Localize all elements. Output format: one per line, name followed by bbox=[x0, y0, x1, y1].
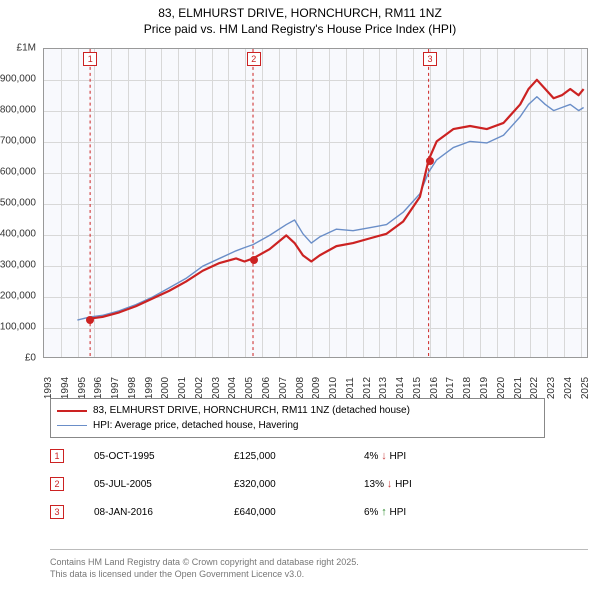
sale-row: 3 08-JAN-2016£640,0006% ↑ HPI bbox=[50, 498, 545, 526]
title-line-2: Price paid vs. HM Land Registry's House … bbox=[0, 22, 600, 38]
series-property bbox=[90, 80, 583, 319]
x-tick-label: 1999 bbox=[144, 377, 155, 399]
x-tick-label: 2018 bbox=[462, 377, 473, 399]
x-tick-label: 2003 bbox=[211, 377, 222, 399]
footer-line-1: Contains HM Land Registry data © Crown c… bbox=[50, 556, 588, 568]
x-tick-label: 2005 bbox=[244, 377, 255, 399]
y-tick-label: £1M bbox=[17, 43, 36, 54]
x-tick-label: 1998 bbox=[127, 377, 138, 399]
y-tick-label: £200,000 bbox=[0, 291, 36, 302]
title-block: 83, ELMHURST DRIVE, HORNCHURCH, RM11 1NZ… bbox=[0, 0, 600, 37]
x-tick-label: 2000 bbox=[160, 377, 171, 399]
sale-badge: 3 bbox=[50, 505, 64, 519]
x-tick-label: 2013 bbox=[378, 377, 389, 399]
sale-point-dot bbox=[426, 157, 434, 165]
x-tick-label: 1996 bbox=[93, 377, 104, 399]
x-tick-label: 2019 bbox=[479, 377, 490, 399]
sale-point-dot bbox=[86, 316, 94, 324]
x-tick-label: 2015 bbox=[412, 377, 423, 399]
x-tick-label: 2020 bbox=[496, 377, 507, 399]
legend-label: HPI: Average price, detached house, Have… bbox=[93, 418, 299, 433]
y-tick-label: £400,000 bbox=[0, 229, 36, 240]
sale-marker-badge: 2 bbox=[247, 52, 261, 66]
sale-marker-badge: 1 bbox=[83, 52, 97, 66]
x-tick-label: 1995 bbox=[77, 377, 88, 399]
x-tick-label: 2009 bbox=[311, 377, 322, 399]
x-tick-label: 2014 bbox=[395, 377, 406, 399]
x-tick-label: 2016 bbox=[429, 377, 440, 399]
y-axis: £0£100,000£200,000£300,000£400,000£500,0… bbox=[0, 48, 40, 358]
plot-area: 1 2 3 bbox=[43, 48, 588, 358]
x-tick-label: 2010 bbox=[328, 377, 339, 399]
x-tick-label: 2007 bbox=[278, 377, 289, 399]
sale-point-dot bbox=[250, 256, 258, 264]
y-tick-label: £0 bbox=[25, 353, 36, 364]
x-tick-label: 2011 bbox=[345, 377, 356, 399]
x-tick-label: 2025 bbox=[580, 377, 591, 399]
series-svg bbox=[44, 49, 587, 357]
title-line-1: 83, ELMHURST DRIVE, HORNCHURCH, RM11 1NZ bbox=[0, 6, 600, 22]
sale-price: £125,000 bbox=[234, 451, 364, 462]
sale-row: 1 05-OCT-1995£125,0004% ↓ HPI bbox=[50, 442, 545, 470]
y-tick-label: £300,000 bbox=[0, 260, 36, 271]
sale-diff: 13% ↓ HPI bbox=[364, 478, 464, 490]
x-tick-label: 2012 bbox=[362, 377, 373, 399]
sale-price: £320,000 bbox=[234, 479, 364, 490]
y-tick-label: £700,000 bbox=[0, 136, 36, 147]
sale-diff: 4% ↓ HPI bbox=[364, 450, 464, 462]
x-tick-label: 2008 bbox=[295, 377, 306, 399]
y-tick-label: £800,000 bbox=[0, 105, 36, 116]
x-tick-label: 2004 bbox=[227, 377, 238, 399]
footer: Contains HM Land Registry data © Crown c… bbox=[50, 549, 588, 580]
sale-marker-badge: 3 bbox=[423, 52, 437, 66]
x-tick-label: 2002 bbox=[194, 377, 205, 399]
y-tick-label: £600,000 bbox=[0, 167, 36, 178]
x-tick-label: 2021 bbox=[513, 377, 524, 399]
sale-date: 08-JAN-2016 bbox=[94, 507, 234, 518]
x-tick-label: 2017 bbox=[445, 377, 456, 399]
y-tick-label: £100,000 bbox=[0, 322, 36, 333]
sale-badge: 2 bbox=[50, 477, 64, 491]
x-tick-label: 1993 bbox=[43, 377, 54, 399]
sale-date: 05-JUL-2005 bbox=[94, 479, 234, 490]
x-axis: 1993 1994 1995 1996 1997 1998 1999 2000 2001 2002… bbox=[43, 360, 588, 400]
x-tick-label: 2001 bbox=[177, 377, 188, 399]
x-tick-label: 2023 bbox=[546, 377, 557, 399]
x-tick-label: 2006 bbox=[261, 377, 272, 399]
sale-price: £640,000 bbox=[234, 507, 364, 518]
y-tick-label: £900,000 bbox=[0, 74, 36, 85]
x-tick-label: 1997 bbox=[110, 377, 121, 399]
sale-date: 05-OCT-1995 bbox=[94, 451, 234, 462]
legend-label: 83, ELMHURST DRIVE, HORNCHURCH, RM11 1NZ… bbox=[93, 403, 410, 418]
x-tick-label: 2022 bbox=[529, 377, 540, 399]
x-tick-label: 1994 bbox=[60, 377, 71, 399]
legend-swatch bbox=[57, 410, 87, 412]
x-tick-label: 2024 bbox=[563, 377, 574, 399]
legend-item: 83, ELMHURST DRIVE, HORNCHURCH, RM11 1NZ… bbox=[57, 403, 538, 418]
footer-line-2: This data is licensed under the Open Gov… bbox=[50, 568, 588, 580]
sale-badge: 1 bbox=[50, 449, 64, 463]
sale-row: 2 05-JUL-2005£320,00013% ↓ HPI bbox=[50, 470, 545, 498]
chart-container: 83, ELMHURST DRIVE, HORNCHURCH, RM11 1NZ… bbox=[0, 0, 600, 590]
y-tick-label: £500,000 bbox=[0, 198, 36, 209]
sale-diff: 6% ↑ HPI bbox=[364, 506, 464, 518]
legend-swatch bbox=[57, 425, 87, 426]
series-hpi bbox=[77, 97, 583, 320]
sales-table: 1 05-OCT-1995£125,0004% ↓ HPI 2 05-JUL-2005… bbox=[50, 442, 545, 526]
legend: 83, ELMHURST DRIVE, HORNCHURCH, RM11 1NZ… bbox=[50, 398, 545, 438]
legend-item: HPI: Average price, detached house, Have… bbox=[57, 418, 538, 433]
